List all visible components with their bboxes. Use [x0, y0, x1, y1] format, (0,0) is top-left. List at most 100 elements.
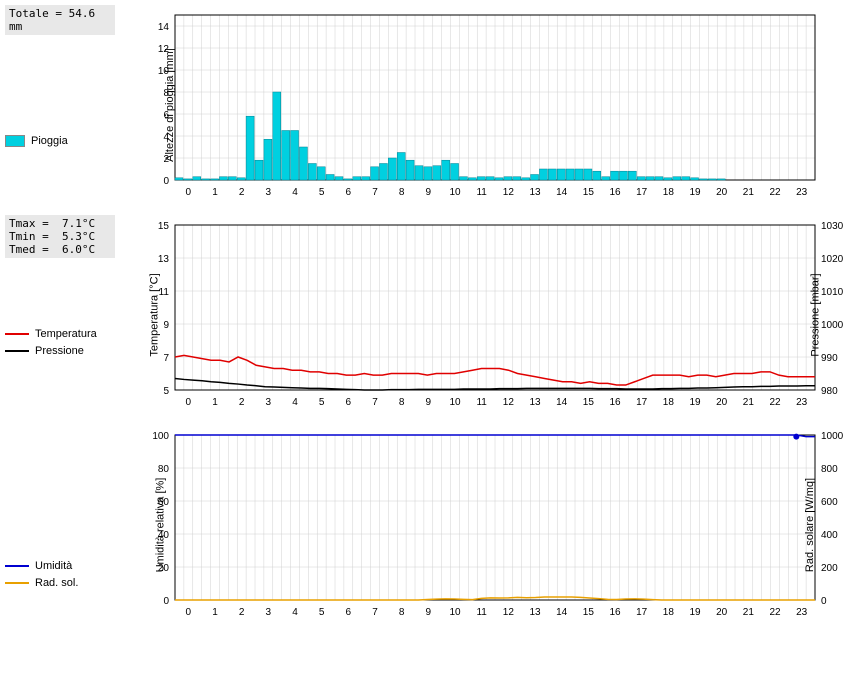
- svg-text:13: 13: [158, 254, 170, 265]
- svg-text:0: 0: [186, 397, 192, 408]
- svg-text:1010: 1010: [821, 287, 844, 298]
- svg-text:8: 8: [399, 607, 405, 618]
- press-legend: Pressione: [5, 345, 115, 357]
- svg-text:1020: 1020: [821, 254, 844, 265]
- svg-text:0: 0: [186, 607, 192, 618]
- rain-info-panel: Totale = 54.6 mm Pioggia: [5, 5, 125, 150]
- svg-text:990: 990: [821, 353, 838, 364]
- svg-text:14: 14: [556, 397, 568, 408]
- rad-line-icon: [5, 582, 29, 584]
- temp-info-panel: Tmax = 7.1°C Tmin = 5.3°C Tmed = 6.0°C T…: [5, 215, 125, 360]
- svg-text:13: 13: [529, 397, 541, 408]
- svg-text:12: 12: [503, 607, 515, 618]
- svg-text:7: 7: [372, 397, 378, 408]
- svg-text:2: 2: [239, 607, 245, 618]
- press-line-icon: [5, 350, 29, 352]
- svg-text:8: 8: [399, 397, 405, 408]
- svg-text:400: 400: [821, 530, 838, 541]
- temp-ylabel-right: Pressione [mbar]: [809, 273, 821, 356]
- svg-text:22: 22: [769, 397, 781, 408]
- rain-ylabel: Altezze di pioggia [mm]: [164, 48, 176, 162]
- svg-text:9: 9: [426, 187, 432, 198]
- svg-text:16: 16: [609, 607, 621, 618]
- svg-text:18: 18: [663, 607, 675, 618]
- svg-text:9: 9: [426, 607, 432, 618]
- svg-text:200: 200: [821, 563, 838, 574]
- svg-text:0: 0: [186, 187, 192, 198]
- temp-chart-svg: 5791113159809901000101010201030012345678…: [125, 215, 845, 415]
- humid-ylabel-left: Umidità relativa [%]: [154, 478, 166, 573]
- svg-text:5: 5: [319, 607, 325, 618]
- svg-text:15: 15: [158, 221, 170, 232]
- svg-text:6: 6: [346, 607, 352, 618]
- rain-chart-row: Totale = 54.6 mm Pioggia Altezze di piog…: [5, 5, 855, 205]
- svg-text:8: 8: [399, 187, 405, 198]
- svg-text:14: 14: [556, 187, 568, 198]
- svg-text:1000: 1000: [821, 320, 844, 331]
- svg-text:19: 19: [689, 397, 701, 408]
- svg-text:11: 11: [476, 397, 487, 408]
- svg-text:22: 22: [769, 607, 781, 618]
- svg-text:5: 5: [163, 386, 169, 397]
- svg-text:10: 10: [449, 187, 461, 198]
- svg-text:9: 9: [163, 320, 169, 331]
- humid-chart-svg: 0204060801000200400600800100001234567891…: [125, 425, 845, 625]
- svg-text:100: 100: [152, 431, 169, 442]
- svg-text:0: 0: [163, 176, 169, 187]
- svg-text:6: 6: [346, 397, 352, 408]
- umid-legend: Umidità: [5, 560, 115, 572]
- svg-text:20: 20: [716, 187, 728, 198]
- svg-text:12: 12: [503, 397, 515, 408]
- svg-text:2: 2: [239, 397, 245, 408]
- svg-text:2: 2: [239, 187, 245, 198]
- svg-text:17: 17: [636, 187, 648, 198]
- svg-text:18: 18: [663, 187, 675, 198]
- temp-chart-row: Tmax = 7.1°C Tmin = 5.3°C Tmed = 6.0°C T…: [5, 215, 855, 415]
- rad-legend: Rad. sol.: [5, 577, 115, 589]
- svg-text:1030: 1030: [821, 221, 844, 232]
- press-legend-label: Pressione: [35, 345, 84, 357]
- svg-text:7: 7: [372, 607, 378, 618]
- svg-text:20: 20: [716, 397, 728, 408]
- dashboard-container: Totale = 54.6 mm Pioggia Altezze di piog…: [0, 0, 860, 640]
- svg-text:4: 4: [292, 187, 298, 198]
- humid-info-panel: Umidità Rad. sol.: [5, 425, 125, 592]
- svg-text:13: 13: [529, 607, 541, 618]
- svg-text:1: 1: [212, 607, 218, 618]
- svg-text:16: 16: [609, 187, 621, 198]
- svg-text:10: 10: [449, 607, 461, 618]
- svg-text:980: 980: [821, 386, 838, 397]
- rain-legend-label: Pioggia: [31, 135, 68, 147]
- svg-text:7: 7: [163, 353, 169, 364]
- umid-legend-label: Umidità: [35, 560, 72, 572]
- svg-text:1: 1: [212, 397, 218, 408]
- svg-text:0: 0: [821, 596, 827, 607]
- temp-legend: Temperatura: [5, 328, 115, 340]
- svg-text:3: 3: [266, 187, 272, 198]
- svg-text:11: 11: [476, 187, 487, 198]
- svg-text:17: 17: [636, 607, 648, 618]
- svg-text:21: 21: [743, 397, 755, 408]
- svg-text:15: 15: [583, 607, 595, 618]
- svg-text:5: 5: [319, 397, 325, 408]
- svg-text:13: 13: [529, 187, 541, 198]
- rain-swatch-icon: [5, 135, 25, 147]
- svg-text:20: 20: [716, 607, 728, 618]
- rain-legend: Pioggia: [5, 135, 115, 147]
- temp-stats-box: Tmax = 7.1°C Tmin = 5.3°C Tmed = 6.0°C: [5, 215, 115, 258]
- svg-text:17: 17: [636, 397, 648, 408]
- rain-chart-svg: 0246810121401234567891011121314151617181…: [125, 5, 845, 205]
- svg-text:21: 21: [743, 187, 755, 198]
- svg-text:9: 9: [426, 397, 432, 408]
- rad-legend-label: Rad. sol.: [35, 577, 78, 589]
- humid-ylabel-right: Rad. solare [W/mq]: [804, 478, 816, 572]
- svg-text:19: 19: [689, 607, 701, 618]
- svg-text:12: 12: [503, 187, 515, 198]
- svg-text:22: 22: [769, 187, 781, 198]
- temp-chart-area: Temperatura [°C] 57911131598099010001010…: [125, 215, 845, 415]
- rain-chart-area: Altezze di pioggia [mm] 0246810121401234…: [125, 5, 845, 205]
- svg-text:16: 16: [609, 397, 621, 408]
- svg-text:11: 11: [476, 607, 487, 618]
- svg-text:1000: 1000: [821, 431, 844, 442]
- svg-text:14: 14: [158, 22, 170, 33]
